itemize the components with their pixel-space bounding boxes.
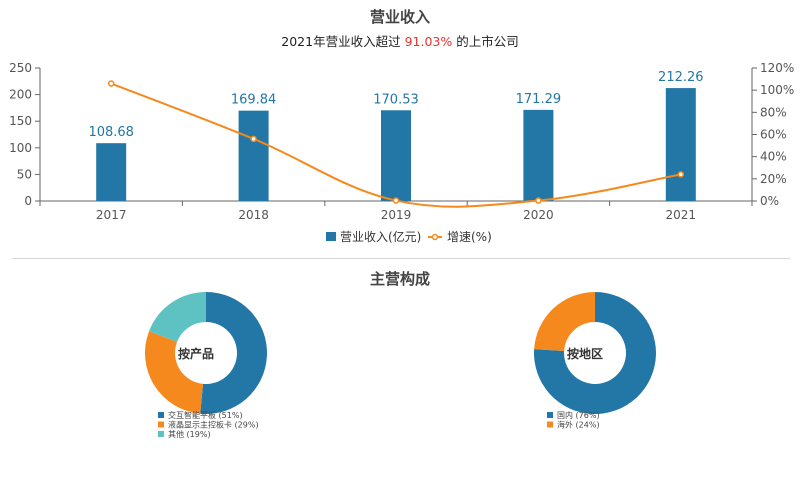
donut-slice-product: [200, 292, 268, 414]
bar-data-label: 212.26: [658, 70, 704, 85]
growth-rate-point: [535, 197, 542, 204]
donut-center-label-product: 按产品: [178, 346, 214, 361]
y-right-tick-label: 120%: [760, 61, 794, 75]
donut-slice-region: [534, 292, 656, 414]
legend-label-growth: 增速(%): [447, 230, 492, 244]
legend-marker-growth: [431, 233, 439, 241]
bar-revenue: [238, 110, 269, 201]
bar-revenue: [523, 109, 554, 201]
legend-label-revenue: 营业收入(亿元): [340, 229, 421, 244]
legend-swatch-product: [158, 431, 164, 437]
y-right-tick-label: 80%: [760, 105, 787, 119]
bar-data-label: 171.29: [516, 92, 562, 107]
legend-swatch-product: [158, 412, 164, 418]
y-left-tick-label: 50: [17, 167, 32, 181]
legend-label-product: 液晶显示主控板卡 (29%): [168, 420, 259, 430]
chart-title: 营业收入: [369, 8, 430, 26]
x-tick-label: 2020: [523, 208, 554, 222]
y-right-tick-label: 60%: [760, 128, 787, 142]
growth-rate-point: [107, 80, 115, 87]
donut-center-label-region: 按地区: [567, 346, 603, 361]
chart-subtitle: 2021年营业收入超过 91.03% 的上市公司: [0, 31, 800, 50]
legend-label-region: 海外 (24%): [557, 420, 600, 430]
y-left-tick-label: 250: [9, 61, 32, 75]
revenue-combo-chart: 0 50 100 150 200 250 0% 20% 40% 60% 80% 100% 120% 108…: [9, 61, 794, 244]
legend-label-region: 国内 (76%): [557, 410, 600, 420]
y-left-tick-label: 0: [24, 194, 32, 208]
y-right-tick-label: 0%: [760, 194, 779, 208]
legend-swatch-revenue: [326, 232, 336, 241]
legend-swatch-region: [547, 412, 553, 418]
growth-rate-point: [677, 171, 685, 178]
x-tick-label: 2019: [381, 208, 412, 222]
legend-swatch-region: [547, 421, 553, 428]
y-right-tick-label: 20%: [760, 172, 787, 186]
y-left-tick-label: 150: [9, 114, 32, 128]
donut-slice-product: [149, 292, 206, 342]
y-right-tick-label: 100%: [760, 83, 794, 97]
growth-rate-point: [392, 197, 400, 204]
legend-label-product: 其他 (19%): [168, 429, 211, 439]
donut-slice-product: [145, 331, 204, 414]
x-tick-label: 2021: [666, 208, 697, 222]
bar-data-label: 169.84: [231, 93, 277, 108]
growth-rate-point: [250, 135, 257, 143]
y-left-tick-label: 100: [9, 141, 32, 155]
x-tick-label: 2017: [96, 208, 127, 222]
section-title-composition: 主营构成: [369, 270, 430, 288]
subtitle-highlight-value: 91.03%: [404, 34, 453, 49]
legend-label-product: 交互智能平板 (51%): [168, 410, 243, 420]
subtitle-suffix: 的上市公司: [456, 34, 519, 49]
section-divider: [12, 258, 790, 259]
bar-revenue: [665, 88, 696, 201]
bar-revenue: [381, 110, 411, 201]
subtitle-prefix: 2021年营业收入超过: [281, 34, 401, 49]
donut-slice-region: [534, 292, 595, 352]
bar-revenue: [96, 143, 127, 201]
y-left-tick-label: 200: [9, 88, 32, 102]
bar-data-label: 108.68: [88, 125, 134, 140]
legend-swatch-product: [158, 421, 164, 428]
x-tick-label: 2018: [238, 208, 269, 222]
bar-data-label: 170.53: [373, 92, 419, 107]
y-right-tick-label: 40%: [760, 150, 787, 164]
